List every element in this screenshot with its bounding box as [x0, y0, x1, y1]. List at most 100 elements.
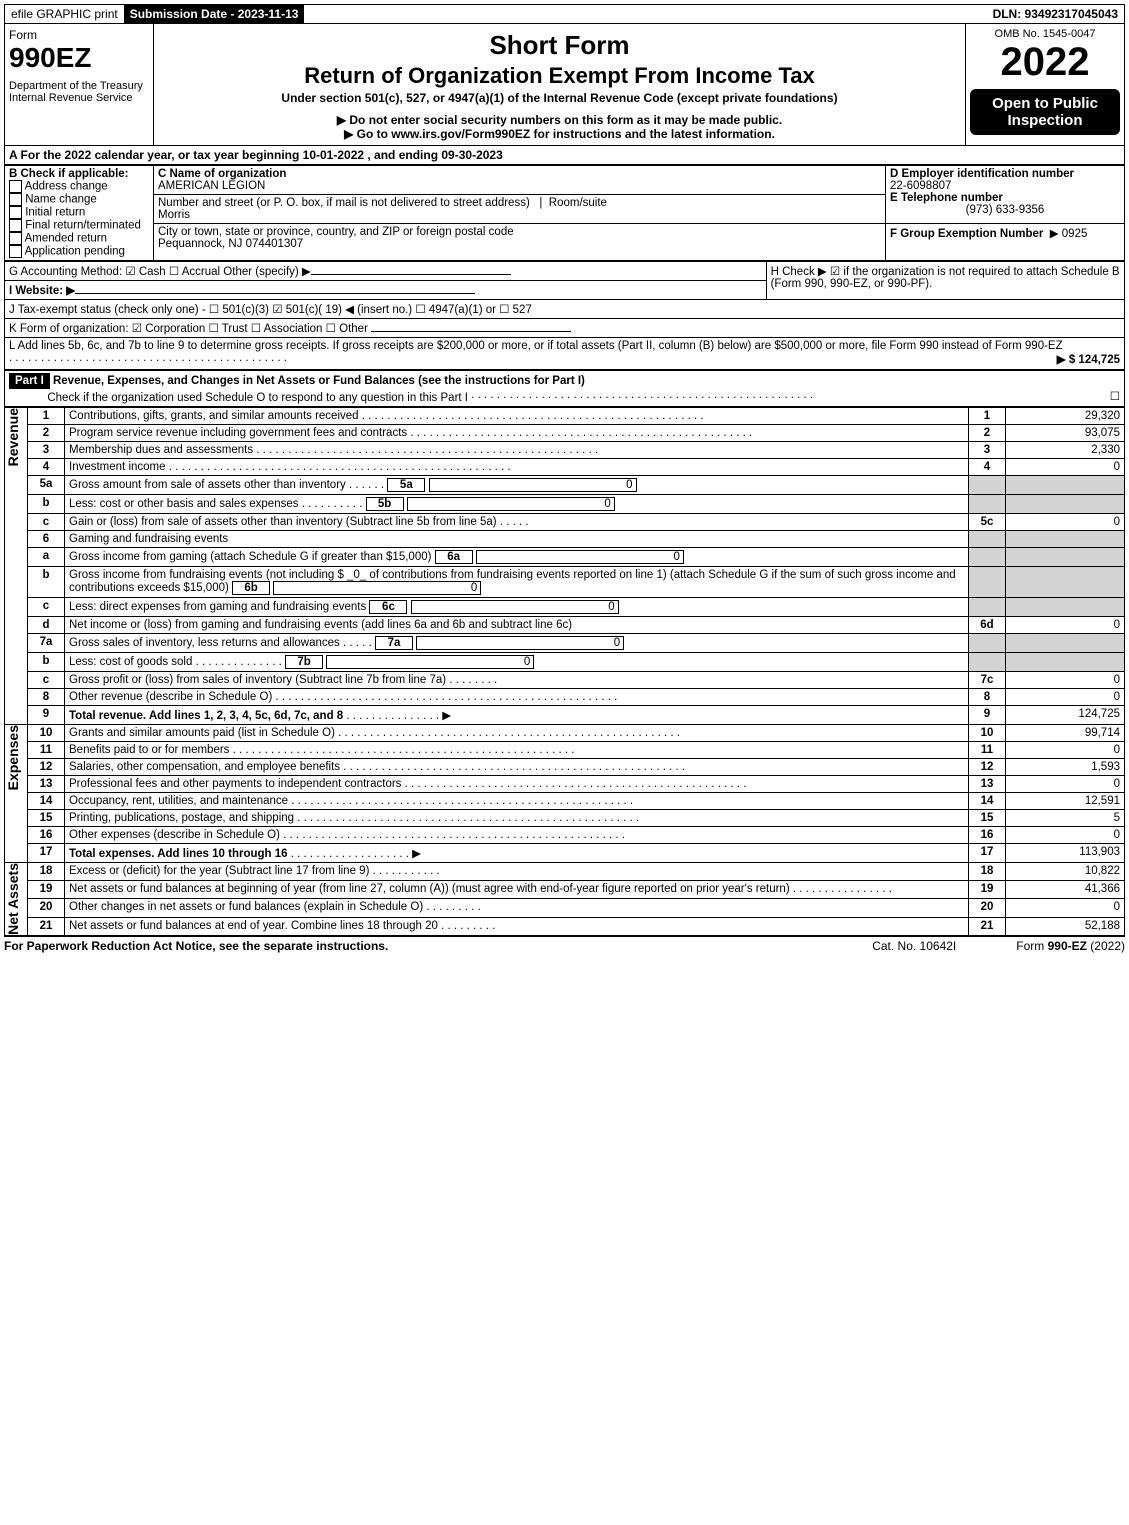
ln18-a: 10,822	[1006, 863, 1125, 881]
ln7b-sub: 7b	[285, 655, 323, 669]
ln19-d: Net assets or fund balances at beginning…	[69, 883, 790, 895]
ln14-d: Occupancy, rent, utilities, and maintena…	[69, 795, 288, 807]
ln21-d: Net assets or fund balances at end of ye…	[69, 920, 438, 932]
form-label: Form	[9, 28, 149, 42]
ln7a-d: Gross sales of inventory, less returns a…	[69, 637, 340, 649]
ln5a-d: Gross amount from sale of assets other t…	[69, 479, 346, 491]
d-label: D Employer identification number	[890, 168, 1074, 180]
entity-block: B Check if applicable: Address change Na…	[4, 165, 1125, 261]
opt-pending: Application pending	[25, 246, 125, 258]
ln16-a: 0	[1006, 827, 1125, 844]
ln19-rn: 19	[969, 881, 1006, 899]
e-label: E Telephone number	[890, 192, 1003, 204]
ln17-a: 113,903	[1006, 844, 1125, 863]
ln3-a: 2,330	[1006, 442, 1125, 459]
ln5c-n: c	[28, 514, 65, 531]
ln6-d: Gaming and fundraising events	[65, 531, 969, 548]
ln15-rn: 15	[969, 810, 1006, 827]
open-to-public: Open to Public Inspection	[970, 89, 1120, 135]
ln3-n: 3	[28, 442, 65, 459]
ln6d-d: Net income or (loss) from gaming and fun…	[65, 617, 969, 634]
page-footer: For Paperwork Reduction Act Notice, see …	[4, 936, 1125, 953]
opt-amended: Amended return	[25, 233, 107, 245]
c-label: C Name of organization	[158, 168, 286, 180]
ln5a-sv: 0	[429, 478, 637, 492]
ln5b-n: b	[28, 495, 65, 514]
ln19-a: 41,366	[1006, 881, 1125, 899]
ln20-rn: 20	[969, 899, 1006, 917]
org-name: AMERICAN LEGION	[158, 180, 265, 192]
ln6c-sub: 6c	[369, 600, 407, 614]
netassets-label: Net Assets	[5, 863, 21, 935]
ln6b-sv: 0	[273, 581, 481, 595]
cb-initial[interactable]	[9, 206, 22, 219]
ln16-rn: 16	[969, 827, 1006, 844]
ln7c-a: 0	[1006, 672, 1125, 689]
ln2-a: 93,075	[1006, 425, 1125, 442]
ln7c-n: c	[28, 672, 65, 689]
dept1: Department of the Treasury	[9, 80, 149, 92]
ln6c-sv: 0	[411, 600, 619, 614]
ln13-rn: 13	[969, 776, 1006, 793]
ln1-a: 29,320	[1006, 408, 1125, 425]
street: Morris	[158, 209, 190, 221]
ln18-n: 18	[28, 863, 65, 881]
ln19-n: 19	[28, 881, 65, 899]
ln7c-d: Gross profit or (loss) from sales of inv…	[69, 674, 446, 686]
ln17-d: Total expenses. Add lines 10 through 16	[69, 848, 288, 860]
ln7b-d: Less: cost of goods sold	[69, 656, 192, 668]
line-j: J Tax-exempt status (check only one) - ☐…	[5, 300, 1125, 319]
ln10-a: 99,714	[1006, 725, 1125, 742]
ln6b-d: Gross income from fundraising events (no…	[69, 569, 956, 594]
ln2-n: 2	[28, 425, 65, 442]
ln10-rn: 10	[969, 725, 1006, 742]
line-k: K Form of organization: ☑ Corporation ☐ …	[9, 323, 368, 335]
ln20-a: 0	[1006, 899, 1125, 917]
ln21-n: 21	[28, 917, 65, 935]
cb-pending[interactable]	[9, 245, 22, 258]
city: Pequannock, NJ 074401307	[158, 238, 303, 250]
cb-name-change[interactable]	[9, 193, 22, 206]
ln8-n: 8	[28, 689, 65, 706]
ln21-rn: 21	[969, 917, 1006, 935]
title-short-form: Short Form	[158, 30, 961, 61]
omb: OMB No. 1545-0047	[970, 28, 1120, 40]
part1-check[interactable]: ☐	[1110, 389, 1120, 403]
ln20-n: 20	[28, 899, 65, 917]
ln12-a: 1,593	[1006, 759, 1125, 776]
b-label: B Check if applicable:	[9, 168, 129, 180]
ln17-rn: 17	[969, 844, 1006, 863]
ln5b-sv: 0	[407, 497, 615, 511]
street-label: Number and street (or P. O. box, if mail…	[158, 197, 530, 209]
cb-address-change[interactable]	[9, 180, 22, 193]
footer-right: Form 990-EZ (2022)	[1016, 939, 1125, 953]
ln7b-n: b	[28, 653, 65, 672]
ln6-n: 6	[28, 531, 65, 548]
cb-amended[interactable]	[9, 232, 22, 245]
ln6d-n: d	[28, 617, 65, 634]
footer-cat: Cat. No. 10642I	[872, 939, 956, 953]
dept2: Internal Revenue Service	[9, 92, 149, 104]
form-header: Form 990EZ Department of the Treasury In…	[4, 24, 1125, 146]
ln9-n: 9	[28, 706, 65, 725]
cb-final[interactable]	[9, 219, 22, 232]
ln4-a: 0	[1006, 459, 1125, 476]
ln2-rn: 2	[969, 425, 1006, 442]
ln5c-d: Gain or (loss) from sale of assets other…	[69, 516, 497, 528]
ln8-rn: 8	[969, 689, 1006, 706]
ln6a-d: Gross income from gaming (attach Schedul…	[69, 551, 431, 563]
note-link: ▶ Go to www.irs.gov/Form990EZ for instru…	[158, 127, 961, 141]
phone: (973) 633-9356	[890, 204, 1120, 216]
room-label: Room/suite	[549, 197, 607, 209]
ln11-n: 11	[28, 742, 65, 759]
ln10-d: Grants and similar amounts paid (list in…	[69, 727, 335, 739]
part1-check-line: Check if the organization used Schedule …	[47, 392, 468, 404]
ln14-a: 12,591	[1006, 793, 1125, 810]
ln6b-sub: 6b	[232, 581, 270, 595]
ln15-d: Printing, publications, postage, and shi…	[69, 812, 294, 824]
ln12-n: 12	[28, 759, 65, 776]
ln1-rn: 1	[969, 408, 1006, 425]
line-g: G Accounting Method: ☑ Cash ☐ Accrual Ot…	[9, 266, 311, 278]
ln5c-rn: 5c	[969, 514, 1006, 531]
ln7c-rn: 7c	[969, 672, 1006, 689]
